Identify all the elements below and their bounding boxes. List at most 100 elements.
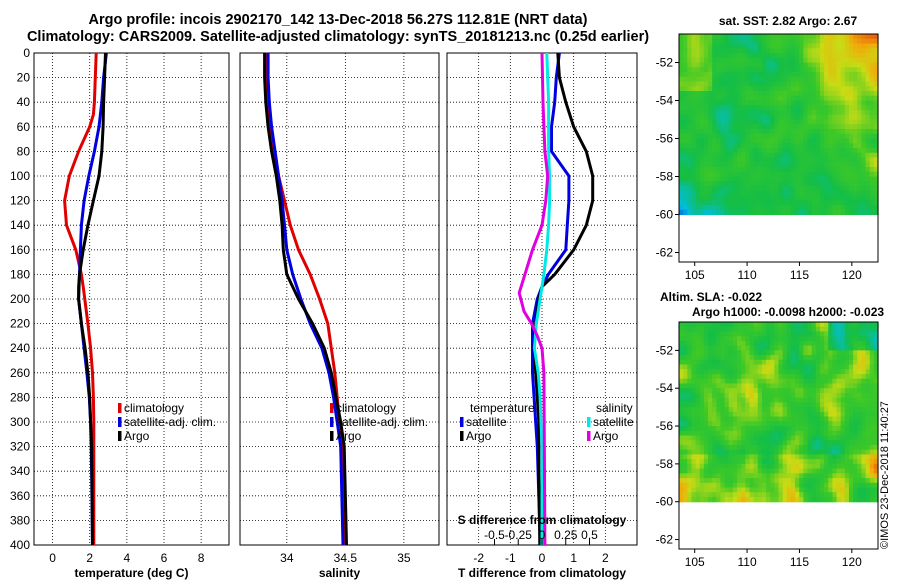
heatmap-cell [786, 53, 792, 59]
heatmap-cell [853, 444, 858, 451]
heatmap-cell [699, 171, 705, 178]
heatmap-cell [753, 340, 759, 347]
heatmap-cell [737, 355, 742, 361]
heatmap-cell [683, 444, 688, 451]
heatmap-cell [819, 463, 825, 470]
heatmap-cell [741, 105, 746, 111]
heatmap-cell [790, 67, 796, 73]
heatmap-cell [836, 205, 842, 211]
heatmap-cell [803, 129, 809, 135]
heatmap-cell [786, 100, 792, 106]
heatmap-cell [869, 487, 875, 493]
heatmap-cell [720, 133, 726, 140]
heatmap-cell [790, 157, 796, 163]
heatmap-cell [683, 53, 688, 59]
heatmap-cell [819, 95, 825, 102]
heatmap-cell [861, 416, 867, 422]
heatmap-cell [703, 48, 709, 54]
heatmap-cell [857, 62, 863, 68]
heatmap-cell [683, 407, 688, 413]
heatmap-cell [728, 200, 734, 206]
heatmap-cell [728, 209, 734, 216]
heatmap-cell [786, 171, 792, 178]
heatmap-cell [828, 359, 833, 366]
heatmap-cell [695, 76, 701, 83]
heatmap-cell [778, 435, 784, 441]
heatmap-cell [708, 76, 713, 83]
depth-tick-label: 80 [17, 144, 31, 158]
heatmap-cell [803, 421, 809, 427]
heatmap-cell [836, 176, 842, 182]
heatmap-cell [824, 167, 829, 173]
heatmap-cell [832, 426, 838, 432]
heatmap-cell [857, 326, 863, 333]
heatmap-cell [732, 205, 738, 211]
heatmap-cell [749, 478, 755, 484]
heatmap-cell [799, 388, 804, 394]
heatmap-cell [732, 129, 738, 135]
heatmap-cell [828, 492, 833, 498]
heatmap-cell [861, 407, 867, 413]
heatmap-cell [695, 200, 701, 206]
heatmap-cell [745, 407, 751, 413]
heatmap-cell [799, 440, 804, 446]
heatmap-cell [832, 91, 838, 97]
heatmap-cell [857, 397, 863, 403]
heatmap-cell [803, 62, 809, 68]
sst_map-x-tick-label: 120 [842, 268, 862, 282]
heatmap-cell [832, 62, 838, 68]
heatmap-cell [807, 209, 813, 216]
heatmap-cell [712, 468, 717, 474]
heatmap-cell [857, 38, 863, 45]
heatmap-cell [824, 133, 829, 140]
heatmap-cell [857, 345, 863, 351]
heatmap-cell [848, 459, 854, 465]
heatmap-cell [807, 86, 813, 92]
heatmap-cell [695, 38, 701, 45]
heatmap-cell [708, 359, 713, 366]
heatmap-cell [782, 473, 788, 479]
heatmap-cell [795, 119, 800, 125]
heatmap-cell [749, 468, 755, 474]
heatmap-cell [778, 473, 784, 479]
heatmap-cell [853, 331, 858, 337]
heatmap-cell [815, 34, 821, 40]
heatmap-cell [828, 105, 833, 111]
heatmap-cell [778, 171, 784, 178]
heatmap-cell [703, 167, 709, 173]
heatmap-cell [703, 374, 709, 380]
depth-tick-label: 100 [10, 169, 30, 183]
heatmap-cell [836, 148, 842, 154]
heatmap-cell [687, 34, 693, 40]
heatmap-cell [708, 67, 713, 73]
heatmap-cell [782, 190, 788, 197]
heatmap-cell [774, 100, 780, 106]
heatmap-cell [720, 340, 726, 347]
heatmap-cell [778, 100, 784, 106]
heatmap-cell [732, 119, 738, 125]
heatmap-cell [732, 459, 738, 465]
heatmap-cell [861, 463, 867, 470]
heatmap-cell [695, 119, 701, 125]
heatmap-cell [873, 81, 879, 87]
heatmap-cell [737, 72, 742, 78]
heatmap-cell [836, 72, 842, 78]
heatmap-cell [815, 62, 821, 68]
heatmap-cell [853, 355, 858, 361]
heatmap-cell [790, 100, 796, 106]
heatmap-cell [774, 110, 780, 116]
heatmap-cell [770, 124, 775, 130]
heatmap-cell [807, 459, 813, 465]
heatmap-cell [803, 190, 809, 197]
heatmap-cell [757, 388, 763, 394]
heatmap-cell [745, 110, 751, 116]
heatmap-cell [699, 440, 705, 446]
heatmap-cell [683, 402, 688, 408]
heatmap-cell [869, 76, 875, 83]
heatmap-cell [848, 157, 854, 163]
heatmap-cell [745, 162, 751, 168]
heatmap-cell [749, 205, 755, 211]
heatmap-cell [819, 76, 825, 83]
heatmap-cell [799, 43, 804, 49]
heatmap-cell [728, 91, 734, 97]
